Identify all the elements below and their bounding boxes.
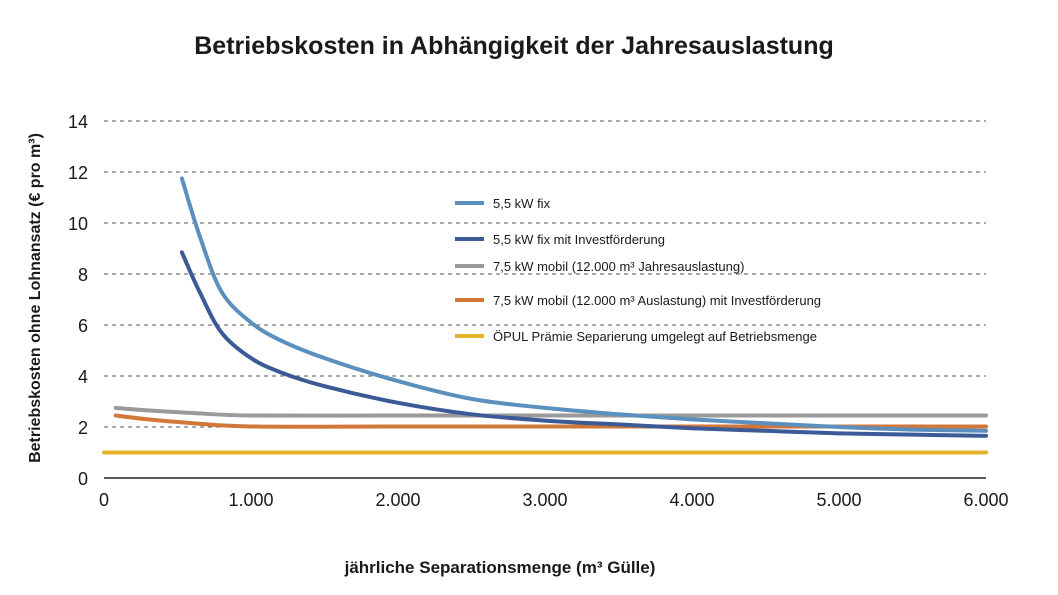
y-axis-ticks: 0 2 4 6 8 10 12 14 xyxy=(68,112,88,489)
y-tick-label: 14 xyxy=(68,112,88,132)
series-lines xyxy=(102,176,988,455)
x-axis-ticks: 0 1.000 2.000 3.000 4.000 5.000 6.000 xyxy=(99,490,1009,510)
x-tick-label: 2.000 xyxy=(375,490,420,510)
y-tick-label: 6 xyxy=(78,316,88,336)
legend-label-1: 5,5 kW fix mit Investförderung xyxy=(493,232,665,247)
x-tick-label: 6.000 xyxy=(963,490,1008,510)
y-tick-label: 8 xyxy=(78,265,88,285)
x-tick-label: 3.000 xyxy=(522,490,567,510)
series-line-1 xyxy=(179,250,988,438)
legend-label-4: ÖPUL Prämie Separierung umgelegt auf Bet… xyxy=(493,329,817,344)
y-tick-label: 0 xyxy=(78,469,88,489)
x-tick-label: 4.000 xyxy=(669,490,714,510)
legend-label-3: 7,5 kW mobil (12.000 m³ Auslastung) mit … xyxy=(493,293,821,308)
x-tick-label: 5.000 xyxy=(816,490,861,510)
x-tick-label: 1.000 xyxy=(228,490,273,510)
y-tick-label: 12 xyxy=(68,163,88,183)
y-tick-label: 10 xyxy=(68,214,88,234)
legend-label-2: 7,5 kW mobil (12.000 m³ Jahresauslastung… xyxy=(493,259,744,274)
x-axis-label: jährliche Separationsmenge (m³ Gülle) xyxy=(344,558,656,577)
y-tick-label: 4 xyxy=(78,367,88,387)
x-tick-label: 0 xyxy=(99,490,109,510)
legend: 5,5 kW fix 5,5 kW fix mit Investförderung… xyxy=(455,196,821,344)
y-tick-label: 2 xyxy=(78,418,88,438)
series-line-0 xyxy=(179,176,988,433)
legend-label-0: 5,5 kW fix xyxy=(493,196,551,211)
y-axis-label: Betriebskosten ohne Lohnansatz (€ pro m³… xyxy=(27,133,44,463)
gridlines xyxy=(104,120,986,428)
chart-title: Betriebskosten in Abhängigkeit der Jahre… xyxy=(194,32,834,60)
